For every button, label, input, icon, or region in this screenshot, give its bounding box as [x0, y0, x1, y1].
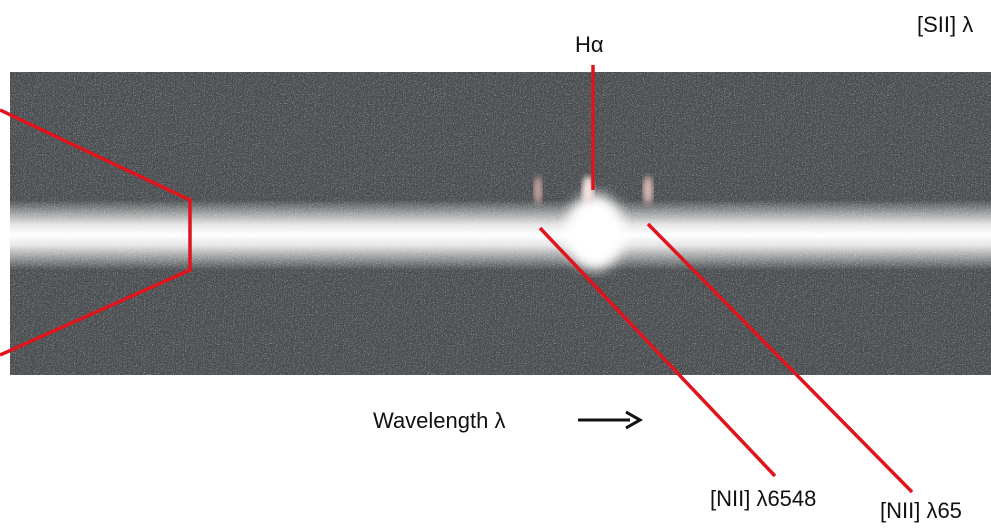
halpha-emission: [565, 194, 625, 270]
halpha-label: Hα: [575, 32, 604, 57]
arrow-head: [625, 410, 644, 430]
nii-6584-pointer: [646, 222, 914, 494]
nii-6548-knot: [534, 176, 542, 204]
sii-label: [SII] λ: [917, 12, 973, 37]
wavelength-label: Wavelength λ: [373, 408, 505, 433]
spectrum-image: [10, 72, 991, 375]
nii-6584-knot: [643, 176, 653, 204]
nii-6584-label: [NII] λ65: [880, 498, 962, 523]
nii-6548-label: [NII] λ6548: [710, 486, 816, 511]
aperture-pointer: [0, 108, 192, 357]
continuum-band: [10, 200, 991, 270]
wavelength-arrow: [578, 410, 644, 430]
halpha-knot: [582, 176, 594, 204]
pointer-lines: [0, 65, 914, 494]
nii-6548-pointer: [538, 226, 777, 478]
